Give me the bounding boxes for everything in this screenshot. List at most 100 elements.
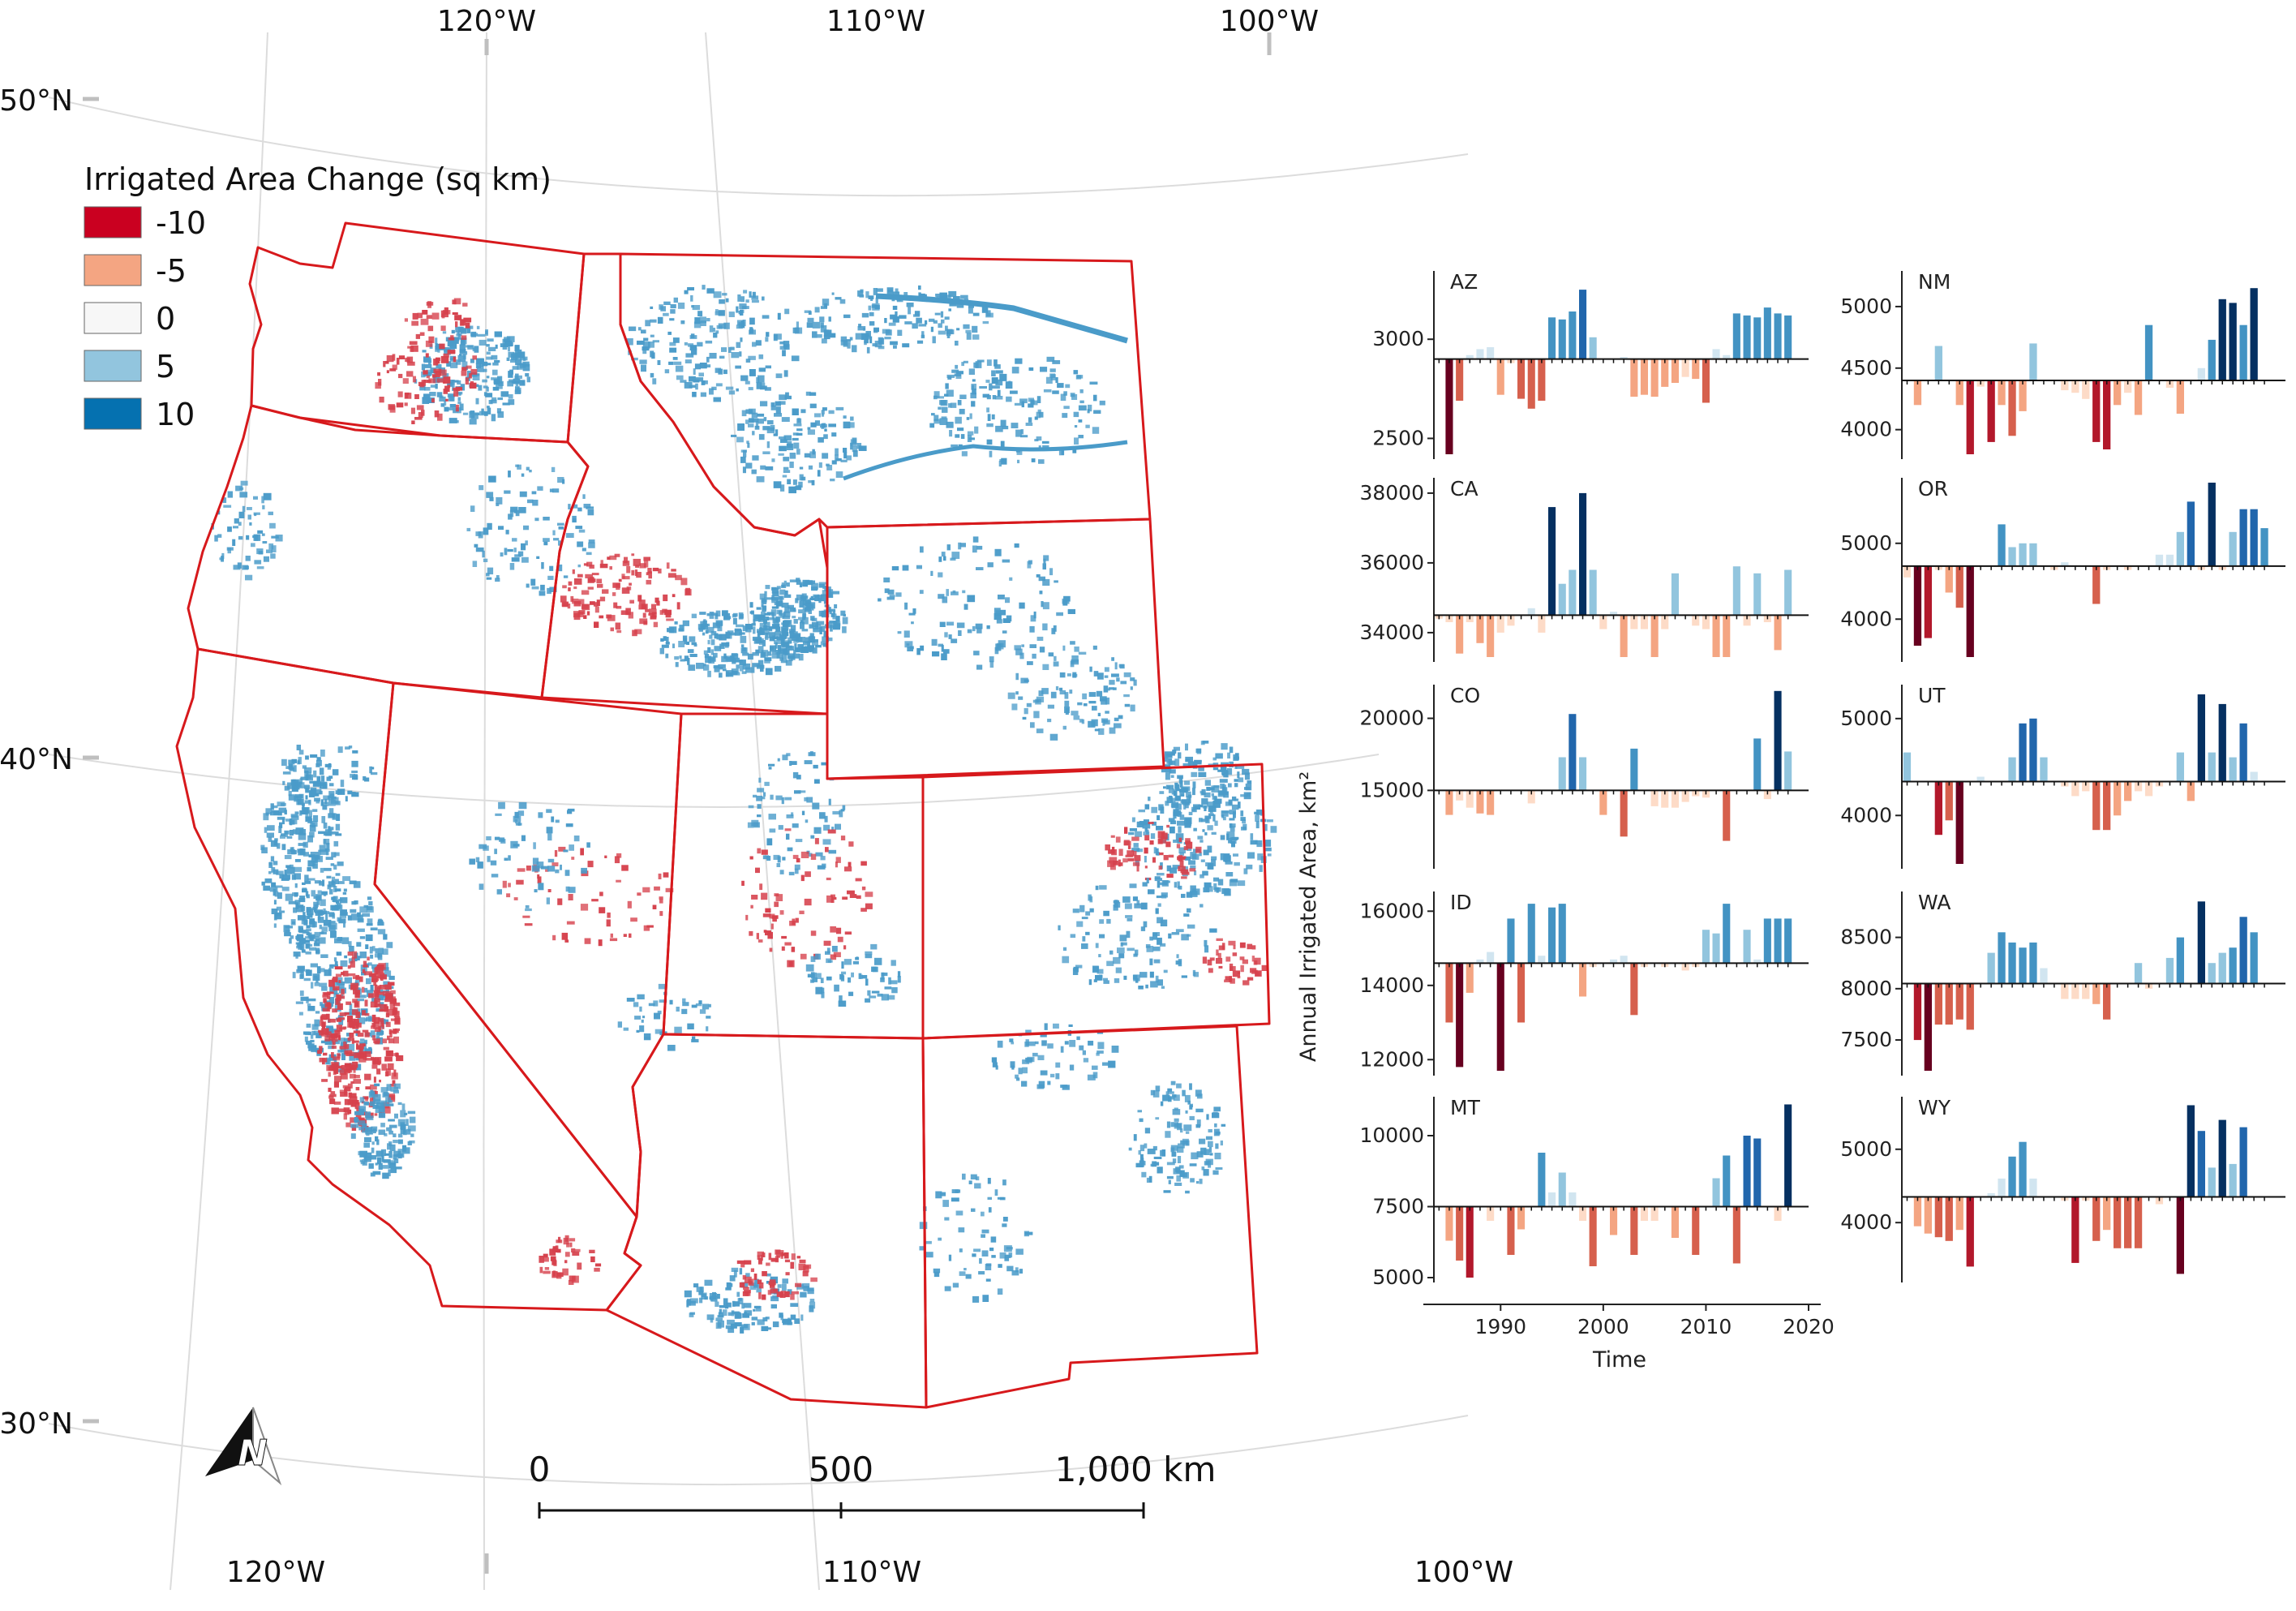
chart-bar	[2134, 1196, 2143, 1248]
chart-bar	[2124, 380, 2132, 393]
chart-bar	[1640, 359, 1648, 395]
scale-label-0: 0	[529, 1450, 551, 1489]
chart-bar	[1774, 690, 1782, 791]
chart-bar	[2165, 554, 2174, 566]
chart-bar	[2197, 367, 2205, 380]
chart-bar	[1487, 790, 1495, 815]
y-tick-label: 7500	[1840, 1028, 1892, 1051]
chart-bar	[1538, 1153, 1546, 1207]
chart-bar	[1558, 583, 1566, 616]
chart-bar	[2197, 1131, 2205, 1197]
x-tick-label: 2000	[1577, 1315, 1629, 1338]
chart-bar	[1934, 346, 1942, 380]
chart-bar	[2029, 543, 2037, 566]
chart-bar	[1445, 963, 1453, 1023]
chart-bar	[1661, 359, 1669, 387]
graticule-left-label: 30°N	[0, 1407, 73, 1441]
chart-bar	[2260, 528, 2268, 566]
x-tick-label: 1990	[1474, 1315, 1526, 1338]
y-tick-label: 4500	[1840, 356, 1892, 380]
chart-bar	[1476, 615, 1484, 643]
chart-panel-co: 15000 20000 CO	[1359, 684, 1809, 869]
chart-bar	[2239, 324, 2247, 380]
chart-bar	[1569, 1192, 1577, 1207]
graticule	[48, 32, 1469, 1591]
chart-bar	[1692, 615, 1700, 626]
chart-bar	[1723, 1155, 1731, 1207]
chart-bar	[1712, 1178, 1720, 1207]
chart-state-label: CO	[1450, 684, 1480, 707]
chart-bar	[1558, 319, 1566, 359]
x-tick-label: 2010	[1680, 1315, 1732, 1338]
chart-bar	[2197, 694, 2205, 782]
legend-item-label: 10	[156, 397, 195, 432]
chart-bar	[2029, 718, 2037, 782]
chart-bar	[1569, 311, 1577, 359]
chart-bar	[2092, 565, 2101, 604]
chart-bar	[1753, 1138, 1762, 1207]
chart-bar	[1987, 380, 1995, 442]
chart-bar	[1456, 615, 1464, 654]
chart-bar	[1507, 1206, 1515, 1255]
y-tick-label: 14000	[1359, 973, 1424, 997]
chart-bar	[1456, 1206, 1464, 1261]
chart-bar	[2229, 1163, 2237, 1197]
chart-bar	[1620, 956, 1628, 964]
state-outline-az	[605, 1033, 928, 1409]
chart-bar	[1650, 615, 1659, 657]
chart-bar	[2103, 781, 2111, 831]
chart-bar	[2229, 757, 2237, 782]
chart-bar	[2144, 324, 2153, 380]
chart-bar	[1955, 781, 1963, 864]
chart-bar	[1527, 359, 1535, 409]
chart-bar	[1681, 359, 1689, 377]
chart-panel-az: 2500 3000 AZ	[1372, 270, 1809, 459]
chart-bar	[1955, 1196, 1963, 1231]
chart-bar	[1579, 492, 1587, 616]
chart-state-label: UT	[1918, 684, 1946, 707]
chart-bar	[1913, 983, 1922, 1041]
chart-bar	[2029, 343, 2037, 380]
chart-bar	[1723, 790, 1731, 841]
scale-label-1000: 1,000 km	[1055, 1450, 1217, 1489]
chart-bar	[2239, 1127, 2247, 1197]
chart-bar	[1774, 615, 1782, 651]
chart-bar	[2082, 983, 2090, 999]
y-tick-label: 5000	[1840, 1137, 1892, 1161]
chart-bar	[1732, 313, 1740, 359]
chart-bar	[2229, 947, 2237, 984]
y-tick-label: 38000	[1359, 481, 1424, 505]
y-tick-label: 3000	[1372, 327, 1424, 350]
chart-bar	[1507, 918, 1515, 964]
legend-item-label: 0	[156, 301, 175, 337]
chart-bar	[2103, 380, 2111, 449]
chart-bar	[2040, 757, 2048, 782]
chart-state-label: WA	[1918, 891, 1951, 914]
legend-swatch	[84, 302, 142, 334]
y-tick-label: 5000	[1840, 294, 1892, 318]
chart-bar	[2250, 771, 2258, 782]
state-outline-mt	[619, 252, 1152, 537]
y-tick-label: 5000	[1372, 1265, 1424, 1289]
state-outline-wy	[826, 518, 1165, 780]
map-legend: Irrigated Area Change (sq km) -10 -5 0 5 10	[84, 161, 551, 432]
chart-bar	[1496, 359, 1504, 395]
north-letter: N	[238, 1433, 268, 1474]
chart-panel-ca: 34000 36000 38000 CA	[1359, 477, 1809, 662]
chart-panel-id: 12000 14000 16000 ID	[1359, 891, 1809, 1076]
chart-bar	[2092, 781, 2101, 831]
chart-bar	[1774, 313, 1782, 359]
legend-item-label: -5	[156, 253, 187, 289]
chart-panel-ut: 4000 5000 UT	[1840, 684, 2285, 869]
graticule-top-label: 110°W	[826, 5, 925, 38]
graticule-ticks	[83, 32, 1272, 1574]
graticule-labels: 120°W 110°W 100°W 120°W 110°W 100°W 50°N 40°N 30…	[0, 5, 1513, 1589]
y-tick-label: 4000	[1840, 607, 1892, 630]
x-tick-label: 2020	[1783, 1315, 1835, 1338]
chart-bar	[2008, 757, 2016, 782]
chart-bar	[1913, 1196, 1922, 1227]
chart-bar	[1548, 507, 1556, 616]
chart-state-label: ID	[1450, 891, 1472, 914]
chart-bar	[2208, 339, 2216, 380]
chart-bar	[1784, 751, 1792, 791]
